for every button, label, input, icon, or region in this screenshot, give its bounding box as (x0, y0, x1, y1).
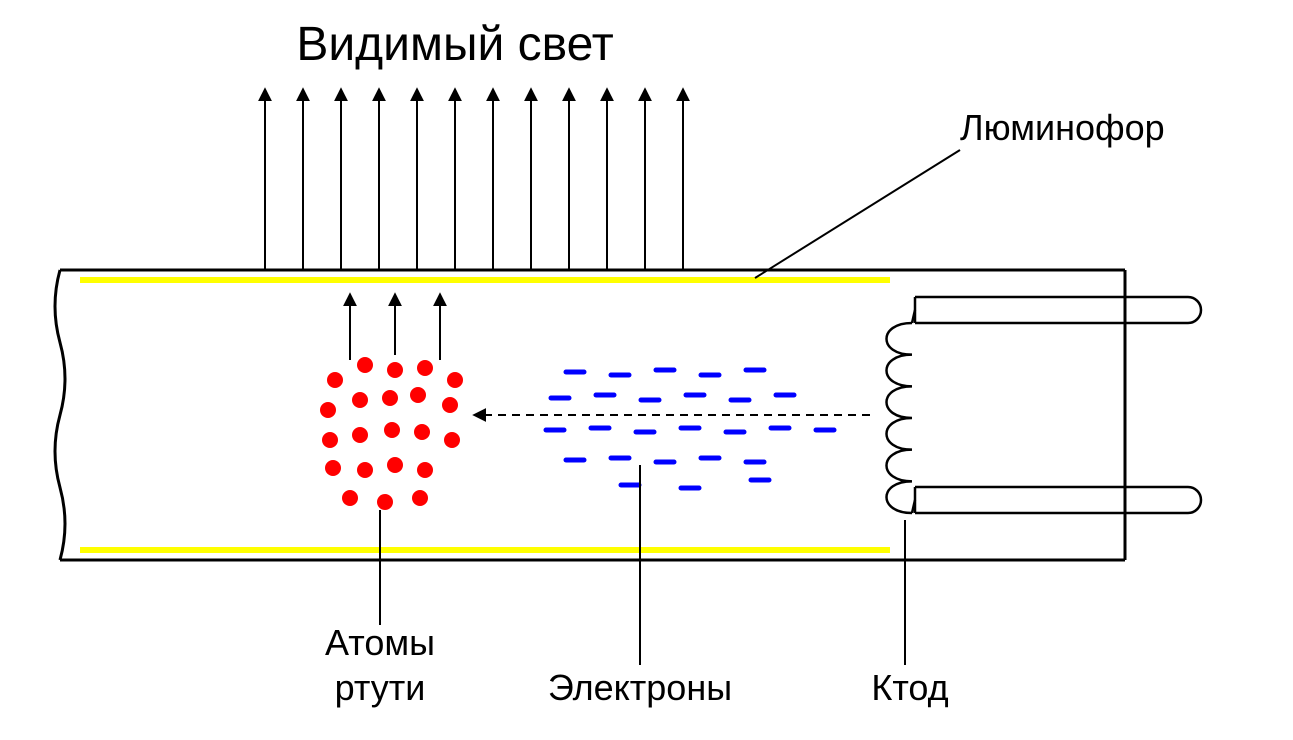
mercury-atom (352, 427, 368, 443)
mercury-atom (414, 424, 430, 440)
mercury-atom (417, 462, 433, 478)
mercury-atom (357, 462, 373, 478)
mercury-atom (357, 357, 373, 373)
label-phosphor: Люминофор (960, 107, 1165, 148)
label-mercury-2: ртути (335, 667, 426, 708)
label-mercury-1: Атомы (325, 622, 435, 663)
label-electrons: Электроны (548, 667, 732, 708)
mercury-atom (387, 457, 403, 473)
mercury-atom (387, 362, 403, 378)
label-cathode: Ктод (871, 667, 948, 708)
mercury-atom (382, 390, 398, 406)
mercury-atom (325, 460, 341, 476)
mercury-atom (412, 490, 428, 506)
mercury-atom (322, 432, 338, 448)
mercury-atom (410, 387, 426, 403)
mercury-atom (352, 392, 368, 408)
mercury-atom (442, 397, 458, 413)
mercury-atom (384, 422, 400, 438)
mercury-atom (327, 372, 343, 388)
mercury-atom (342, 490, 358, 506)
mercury-atom (320, 402, 336, 418)
title-visible-light: Видимый свет (296, 18, 613, 71)
mercury-atom (377, 494, 393, 510)
mercury-atom (447, 372, 463, 388)
mercury-atom (444, 432, 460, 448)
mercury-atom (417, 360, 433, 376)
